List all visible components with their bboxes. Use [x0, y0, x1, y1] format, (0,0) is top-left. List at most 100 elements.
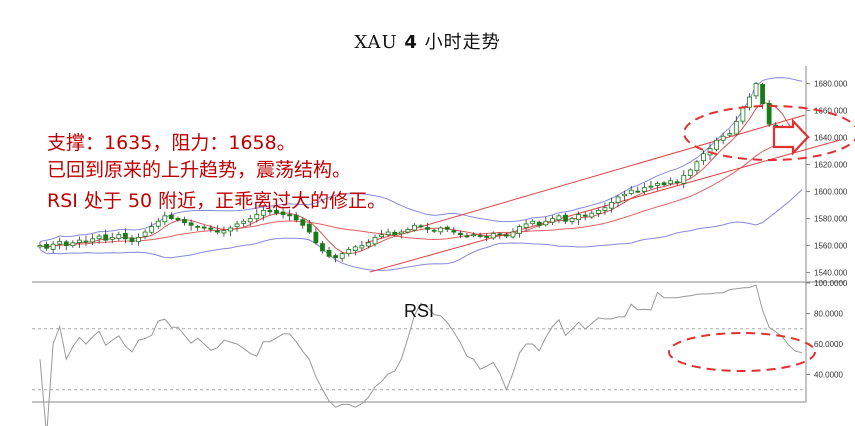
candle-body	[760, 83, 765, 105]
candle-body	[727, 133, 733, 136]
candle-body	[595, 210, 601, 214]
y-tick-label: 1560.000	[814, 242, 848, 251]
short-ma-line	[39, 102, 803, 255]
price-highlight-ellipse	[683, 105, 855, 161]
candle-body	[576, 214, 582, 221]
candle-body	[267, 209, 273, 213]
candle-body	[372, 237, 378, 245]
candle-body	[188, 222, 194, 226]
candle-body	[320, 243, 325, 252]
candlesticks	[37, 82, 805, 263]
candle-body	[90, 238, 95, 243]
candle-body	[306, 223, 312, 233]
candle-body	[280, 211, 286, 215]
lower-band-line	[39, 189, 803, 271]
candle-body	[122, 233, 128, 240]
trend-lines	[364, 114, 841, 273]
candle-body	[431, 229, 437, 232]
candle-body	[359, 245, 365, 249]
annotation-marks	[668, 105, 855, 372]
candle-body	[681, 174, 687, 184]
candle-body	[175, 217, 181, 221]
candle-body	[333, 255, 339, 259]
candle-body	[615, 196, 621, 203]
candle-body	[628, 189, 634, 194]
candle-body	[96, 235, 102, 240]
candle-body	[214, 230, 220, 233]
candle-body	[398, 231, 404, 235]
candle-body	[37, 245, 43, 248]
candle-body	[714, 139, 720, 150]
candle-body	[260, 210, 266, 216]
y-tick-label: 1540.000	[814, 269, 848, 278]
candle-body	[549, 218, 555, 223]
candle-body	[556, 215, 562, 221]
candle-body	[641, 187, 647, 192]
candle-body	[503, 234, 509, 237]
candle-body	[168, 214, 174, 219]
candle-body	[313, 231, 319, 244]
candle-body	[523, 223, 529, 228]
candle-body	[70, 242, 76, 247]
annotation-trend: 已回到原来的上升趋势，震荡结构。	[47, 159, 352, 181]
candle-body	[458, 232, 463, 236]
candle-body	[241, 220, 247, 224]
candle-body	[766, 103, 772, 125]
candle-body	[747, 96, 752, 108]
candle-body	[674, 181, 680, 184]
candle-body	[57, 241, 63, 245]
candle-body	[536, 221, 542, 226]
candle-body	[234, 223, 240, 228]
rsi-highlight-ellipse	[668, 332, 816, 372]
candle-body	[300, 219, 306, 226]
candle-body	[50, 243, 56, 250]
candle-body	[77, 239, 82, 243]
candle-body	[484, 236, 490, 238]
candle-body	[753, 83, 759, 97]
candle-body	[477, 235, 483, 237]
candle-body	[530, 220, 536, 225]
candle-body	[155, 220, 161, 227]
rsi-tick-label: 60.0000	[814, 340, 843, 349]
candle-body	[563, 214, 568, 222]
candle-body	[569, 218, 575, 222]
candle-body	[438, 227, 444, 233]
direction-arrow	[772, 118, 810, 156]
candle-body	[254, 214, 260, 220]
y-tick-label: 1580.000	[814, 215, 848, 224]
candle-body	[142, 231, 148, 237]
candle-body	[63, 241, 69, 246]
candle-body	[471, 234, 476, 237]
candle-body	[543, 220, 549, 226]
candle-body	[655, 183, 660, 186]
candle-body	[352, 246, 358, 251]
candle-body	[339, 253, 345, 259]
candle-body	[582, 214, 588, 217]
candle-body	[418, 225, 424, 228]
y-tick-label: 1680.000	[814, 80, 848, 89]
candle-body	[412, 224, 417, 231]
candle-body	[379, 234, 384, 238]
annotation-rsi: RSI 处于 50 附近，正乖离过大的修正。	[47, 190, 387, 212]
candle-body	[451, 230, 457, 233]
candle-body	[103, 234, 109, 241]
candle-body	[622, 193, 628, 197]
rsi-line	[39, 284, 803, 426]
rsi-tick-label: 100.0000	[814, 279, 848, 288]
candle-body	[149, 226, 155, 233]
candle-body	[740, 107, 746, 122]
candle-body	[701, 153, 706, 162]
candle-body	[44, 244, 49, 249]
candle-body	[195, 225, 201, 228]
candle-body	[129, 237, 135, 242]
candle-body	[208, 227, 214, 230]
candle-body	[274, 210, 279, 214]
candle-body	[136, 237, 141, 243]
candle-body	[609, 201, 614, 209]
candle-body	[661, 182, 667, 186]
candle-body	[182, 219, 187, 224]
candle-body	[589, 212, 595, 218]
candle-body	[425, 227, 430, 230]
chart-frames	[32, 66, 845, 403]
candle-body	[517, 226, 522, 234]
